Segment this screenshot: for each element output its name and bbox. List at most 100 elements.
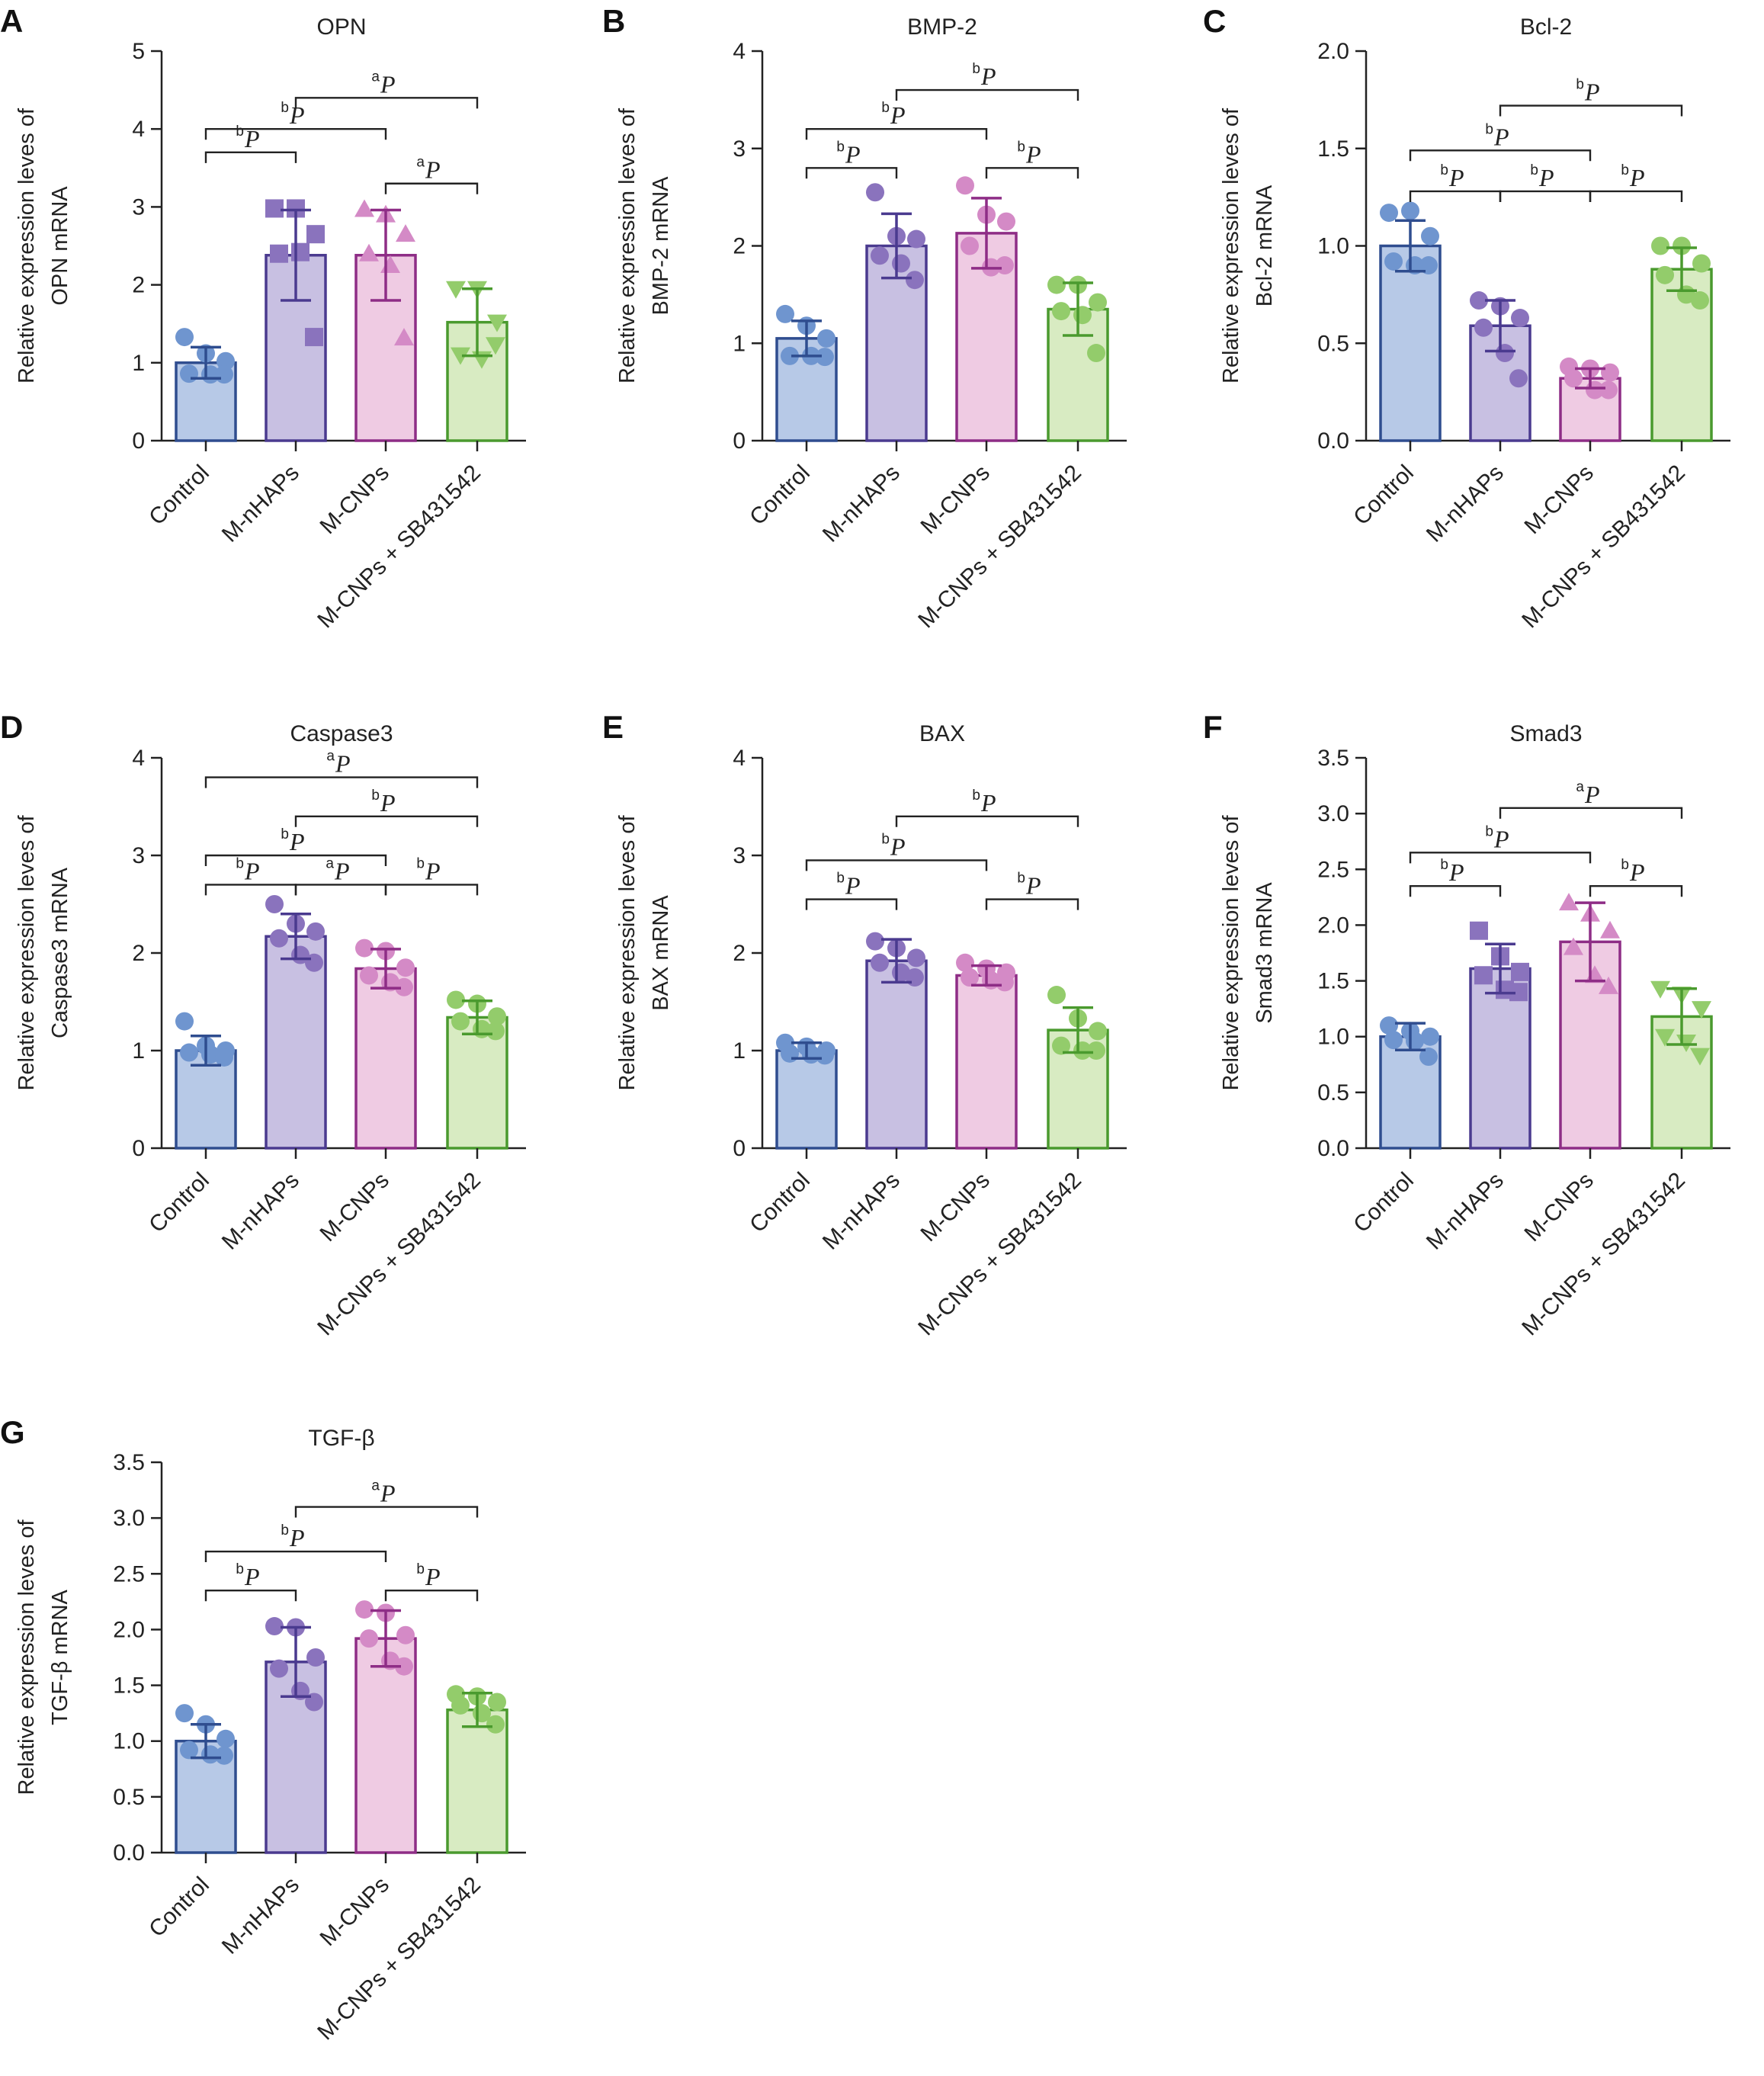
y-tick-label: 3.5 xyxy=(113,1450,145,1475)
data-point xyxy=(907,948,925,967)
data-point xyxy=(1692,254,1711,273)
y-axis-title: BAX mRNA xyxy=(649,895,673,1011)
data-point xyxy=(1421,1027,1439,1046)
significance-superscript: b xyxy=(1530,162,1538,178)
chart-title: BMP-2 xyxy=(907,14,977,40)
data-point xyxy=(1599,976,1618,994)
y-tick-label: 1.0 xyxy=(1317,234,1349,259)
y-tick-label: 1 xyxy=(733,1038,746,1064)
data-point xyxy=(360,1629,378,1648)
y-tick-label: 1.0 xyxy=(113,1729,145,1754)
significance-label: P xyxy=(380,789,396,817)
x-tick-label: Control xyxy=(144,1872,214,1943)
data-point xyxy=(175,1012,194,1031)
data-point xyxy=(306,922,325,941)
y-axis-title: TGF-β mRNA xyxy=(48,1589,72,1725)
significance-label: P xyxy=(244,1563,260,1590)
x-tick-label: M-nHAPs xyxy=(818,460,905,547)
data-point xyxy=(265,895,284,913)
data-point xyxy=(396,958,415,977)
data-point xyxy=(1511,309,1529,328)
panel-letter: D xyxy=(0,709,23,745)
chart-panel-g: G TGF-β 0.0 0.5 1.0 1.5 2.0 2.5 3.0 3.5 Relative e… xyxy=(0,1414,526,2045)
y-tick-label: 0.0 xyxy=(113,1840,145,1866)
significance-superscript: a xyxy=(371,1478,380,1494)
significance-superscript: b xyxy=(1485,121,1493,137)
significance-label: P xyxy=(1584,79,1600,106)
y-tick-label: 4 xyxy=(733,746,746,771)
panel-letter: A xyxy=(0,3,23,39)
chart-panel-a: A OPN 0 1 2 3 4 5 Relative expression leves of OP… xyxy=(0,3,526,633)
chart-panel-f: F Smad3 0.0 0.5 1.0 1.5 2.0 2.5 3.0 3.5 Relative e… xyxy=(1203,709,1730,1340)
chart-title: BAX xyxy=(919,721,965,746)
data-point xyxy=(488,1007,506,1026)
bar-m-cnps xyxy=(955,974,1018,1150)
significance-bracket xyxy=(805,167,898,179)
chart-title: Smad3 xyxy=(1509,721,1582,746)
data-point xyxy=(1651,236,1669,255)
chart-panel-e: E BAX 0 1 2 3 4 Relative expression leves of BAX… xyxy=(602,709,1127,1340)
significance-superscript: b xyxy=(1440,857,1448,873)
data-point xyxy=(360,966,378,985)
data-point xyxy=(306,225,325,244)
data-point xyxy=(270,929,288,948)
data-point xyxy=(1419,1048,1438,1067)
significance-superscript: b xyxy=(416,855,425,871)
y-tick-label: 1.5 xyxy=(113,1673,145,1699)
y-tick-label: 2 xyxy=(132,273,145,298)
significance-label: P xyxy=(289,101,305,129)
data-point xyxy=(446,281,466,299)
data-point xyxy=(1559,893,1579,911)
y-tick-label: 1 xyxy=(132,1038,145,1064)
data-point xyxy=(216,1729,235,1748)
y-tick-label: 3.5 xyxy=(1317,746,1349,771)
significance-superscript: b xyxy=(1017,139,1025,155)
data-point xyxy=(866,932,884,951)
data-point xyxy=(305,328,323,347)
y-axis-title: Relative expression leves of xyxy=(615,815,640,1091)
panel-letter: E xyxy=(602,709,624,745)
significance-superscript: a xyxy=(416,155,425,171)
significance-superscript: a xyxy=(1576,779,1584,795)
x-tick-label: M-nHAPs xyxy=(818,1168,905,1255)
significance-bracket xyxy=(1409,852,1592,864)
chart-panel-b: B BMP-2 0 1 2 3 4 Relative expression leves of B… xyxy=(602,3,1127,633)
data-point xyxy=(906,968,924,987)
data-point xyxy=(1047,986,1066,1005)
significance-superscript: b xyxy=(236,124,244,140)
y-tick-label: 1.0 xyxy=(1317,1025,1349,1050)
data-point xyxy=(1600,920,1620,939)
significance-superscript: b xyxy=(972,788,980,804)
data-point xyxy=(486,1022,505,1041)
x-tick-label: Control xyxy=(144,1168,214,1238)
data-point xyxy=(956,176,974,195)
significance-superscript: a xyxy=(326,855,334,871)
significance-superscript: b xyxy=(236,1561,244,1577)
data-point xyxy=(451,347,470,365)
significance-superscript: b xyxy=(881,831,890,847)
y-tick-label: 1 xyxy=(132,351,145,376)
data-point xyxy=(216,351,235,371)
data-point xyxy=(776,304,794,323)
significance-label: P xyxy=(890,833,906,860)
significance-bracket xyxy=(204,854,387,866)
significance-bracket xyxy=(1589,885,1683,897)
significance-label: P xyxy=(980,789,996,817)
significance-superscript: b xyxy=(1485,823,1493,839)
significance-superscript: b xyxy=(1017,871,1025,887)
y-tick-label: 0 xyxy=(733,428,746,454)
y-tick-label: 0.5 xyxy=(1317,1080,1349,1105)
data-point xyxy=(1421,226,1439,245)
panel-letter: C xyxy=(1203,3,1226,39)
data-point xyxy=(180,364,198,383)
data-point xyxy=(215,365,233,384)
significance-bracket xyxy=(895,88,1079,101)
data-point xyxy=(961,236,979,255)
x-tick-label: M-CNPs xyxy=(916,1168,994,1247)
x-tick-label: M-CNPs + SB431542 xyxy=(913,1168,1086,1341)
data-point xyxy=(996,256,1014,275)
data-point xyxy=(355,1600,374,1619)
significance-bracket xyxy=(1499,807,1683,819)
significance-bracket xyxy=(294,884,387,896)
significance-bracket xyxy=(985,167,1079,179)
